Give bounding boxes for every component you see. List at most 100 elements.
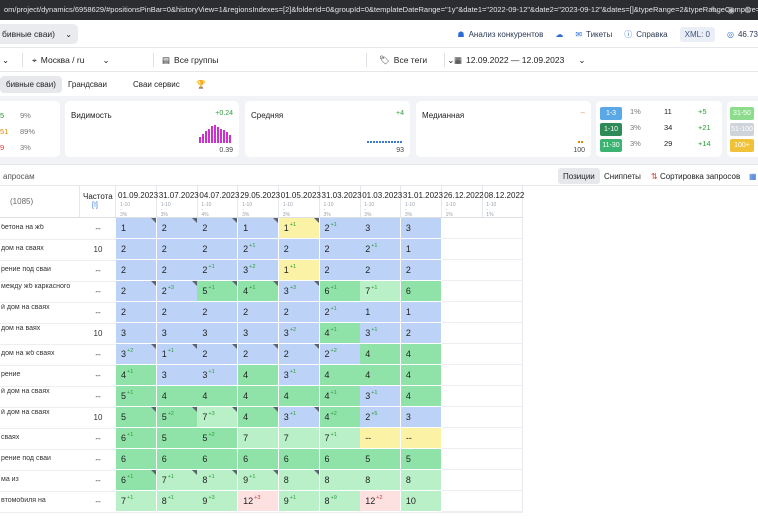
position-cell[interactable]: 2 [360, 260, 402, 281]
position-cell[interactable]: 4 +2 [319, 407, 361, 428]
position-cell[interactable]: 2 [197, 344, 239, 365]
position-cell[interactable]: 1 +1 [278, 260, 320, 281]
keyword-cell[interactable]: бетона на жб [1, 224, 44, 231]
position-cell[interactable]: 3 [156, 323, 198, 344]
date-column-header[interactable]: 31.07.2023 1-10-3% [156, 186, 199, 218]
position-cell[interactable]: 6 [238, 449, 280, 470]
position-cell[interactable]: 2 [116, 239, 157, 260]
position-cell[interactable]: 2 [197, 239, 239, 260]
range-badge[interactable]: 100+ [730, 139, 754, 152]
position-cell[interactable]: 2 [156, 218, 198, 239]
visibility-card[interactable]: Видимость +0.24 0.39 [65, 101, 239, 157]
position-cell[interactable]: 2 [319, 260, 361, 281]
date-column-header[interactable]: 26.12.2022 1-10-1% [441, 186, 484, 218]
date-column-header[interactable]: 29.05.2023 1-10-3% [238, 186, 280, 218]
position-cell[interactable]: 1 [400, 302, 442, 323]
position-cell[interactable]: 2 [116, 281, 157, 302]
date-column-header[interactable]: 31.03.2023 1-10-3% [319, 186, 362, 218]
date-column-header[interactable]: 08.12.2022 1-10-1% [482, 186, 524, 218]
position-cell[interactable]: 2 [156, 260, 198, 281]
position-cell[interactable]: 3 +1 [278, 407, 320, 428]
position-cell[interactable]: 6 [319, 449, 361, 470]
position-cell[interactable]: 2 +1 [319, 218, 361, 239]
tab-project-main[interactable]: бивные сваи) [0, 76, 62, 93]
region-select[interactable]: ⌖ Москва / ru ⌄ [32, 54, 110, 66]
settings-icon[interactable]: ⚙ [743, 5, 752, 15]
position-cell[interactable]: 6 [197, 449, 239, 470]
tab-svai-servis[interactable]: Сваи сервис [133, 80, 180, 89]
position-cell[interactable]: 2 [197, 218, 239, 239]
position-cell[interactable]: 12 +2 [360, 491, 402, 512]
position-cell[interactable]: 2 +2 [319, 344, 361, 365]
position-cell[interactable]: 6 [400, 281, 442, 302]
position-cell[interactable]: 1 [400, 239, 442, 260]
position-cell[interactable]: 7 [278, 428, 320, 449]
position-cell[interactable]: 3 [116, 323, 157, 344]
help-link[interactable]: ⓘ Справка [624, 29, 668, 39]
position-cell[interactable]: 4 [238, 407, 280, 428]
median-card[interactable]: Медианная -- 100 [416, 101, 591, 157]
position-cell[interactable]: 7 +1 [360, 281, 402, 302]
position-cell[interactable]: 9 +3 [197, 491, 239, 512]
position-cell[interactable]: 4 +1 [319, 323, 361, 344]
keyword-cell[interactable]: й дом на сваях [1, 388, 50, 395]
position-cell[interactable]: 7 [238, 428, 280, 449]
keyword-cell[interactable]: рение [1, 371, 21, 378]
position-cell[interactable]: 3 +1 [360, 386, 402, 407]
keyword-cell[interactable]: втомобиля на [1, 497, 46, 504]
position-cell[interactable]: 6 [156, 449, 198, 470]
table-settings-icon[interactable]: ▦ [749, 171, 757, 181]
position-cell[interactable]: 12 +3 [238, 491, 280, 512]
tab-snippets[interactable]: Сниппеты [604, 171, 641, 181]
frequency-header[interactable]: Частота [!] [80, 186, 116, 218]
position-cell[interactable]: 6 +1 [116, 428, 157, 449]
position-cell[interactable]: 2 [278, 344, 320, 365]
position-cell[interactable]: 1 [238, 218, 280, 239]
position-cell[interactable]: 2 [278, 239, 320, 260]
position-cell[interactable]: 4 [400, 365, 442, 386]
balance[interactable]: ◎ 46.73 [726, 29, 758, 39]
position-cell[interactable]: -- [360, 428, 402, 449]
date-column-header[interactable]: 04.07.2023 1-10-4% [197, 186, 239, 218]
position-cell[interactable]: 8 [319, 470, 361, 491]
position-cell[interactable]: 7 +3 [197, 407, 239, 428]
position-cell[interactable]: 8 +1 [197, 470, 239, 491]
keyword-cell[interactable]: й дом на сваях [1, 304, 50, 311]
position-cell[interactable]: 2 +3 [156, 281, 198, 302]
position-cell[interactable]: 4 [360, 365, 402, 386]
position-cell[interactable]: 5 +1 [116, 386, 157, 407]
keyword-cell[interactable]: рение под сваи [1, 455, 51, 462]
position-cell[interactable]: 4 +1 [319, 386, 361, 407]
position-cell[interactable]: 3 +2 [278, 323, 320, 344]
position-cell[interactable]: 2 +1 [319, 302, 361, 323]
keyword-cell[interactable]: дом на жб сваях [1, 350, 55, 357]
position-cell[interactable]: 4 [238, 365, 280, 386]
camera-icon[interactable]: ◉ [727, 5, 735, 15]
position-cell[interactable]: 2 +1 [197, 260, 239, 281]
keyword-cell[interactable]: й дом на сваях [1, 409, 50, 416]
position-cell[interactable]: 3 [156, 365, 198, 386]
trophy-icon[interactable]: 🏆 [196, 80, 206, 89]
position-cell[interactable]: 3 [238, 323, 280, 344]
position-cell[interactable]: 3 [360, 218, 402, 239]
position-cell[interactable]: 7 +1 [116, 491, 157, 512]
position-cell[interactable]: 5 +1 [197, 281, 239, 302]
position-cell[interactable]: 8 [360, 470, 402, 491]
position-cell[interactable]: 2 [116, 302, 157, 323]
tab-positions[interactable]: Позиции [558, 168, 600, 184]
position-cell[interactable]: 3 +2 [116, 344, 157, 365]
position-cell[interactable]: 2 +1 [360, 239, 402, 260]
upload-button[interactable]: ☁ [555, 29, 564, 39]
position-cell[interactable]: 4 [360, 344, 402, 365]
keyword-cell[interactable]: рение под сваи [1, 266, 51, 273]
position-cell[interactable]: 9 +1 [278, 491, 320, 512]
position-cell[interactable]: 1 +1 [156, 344, 198, 365]
position-cell[interactable]: 3 +2 [238, 260, 280, 281]
position-cell[interactable]: 2 [238, 302, 280, 323]
position-cell[interactable]: 5 [360, 449, 402, 470]
position-cell[interactable]: 2 [116, 260, 157, 281]
keyword-cell[interactable]: между жб каркасного [1, 283, 71, 290]
position-cell[interactable]: 5 [156, 428, 198, 449]
position-cell[interactable]: 4 +1 [116, 365, 157, 386]
position-cell[interactable]: -- [400, 428, 442, 449]
